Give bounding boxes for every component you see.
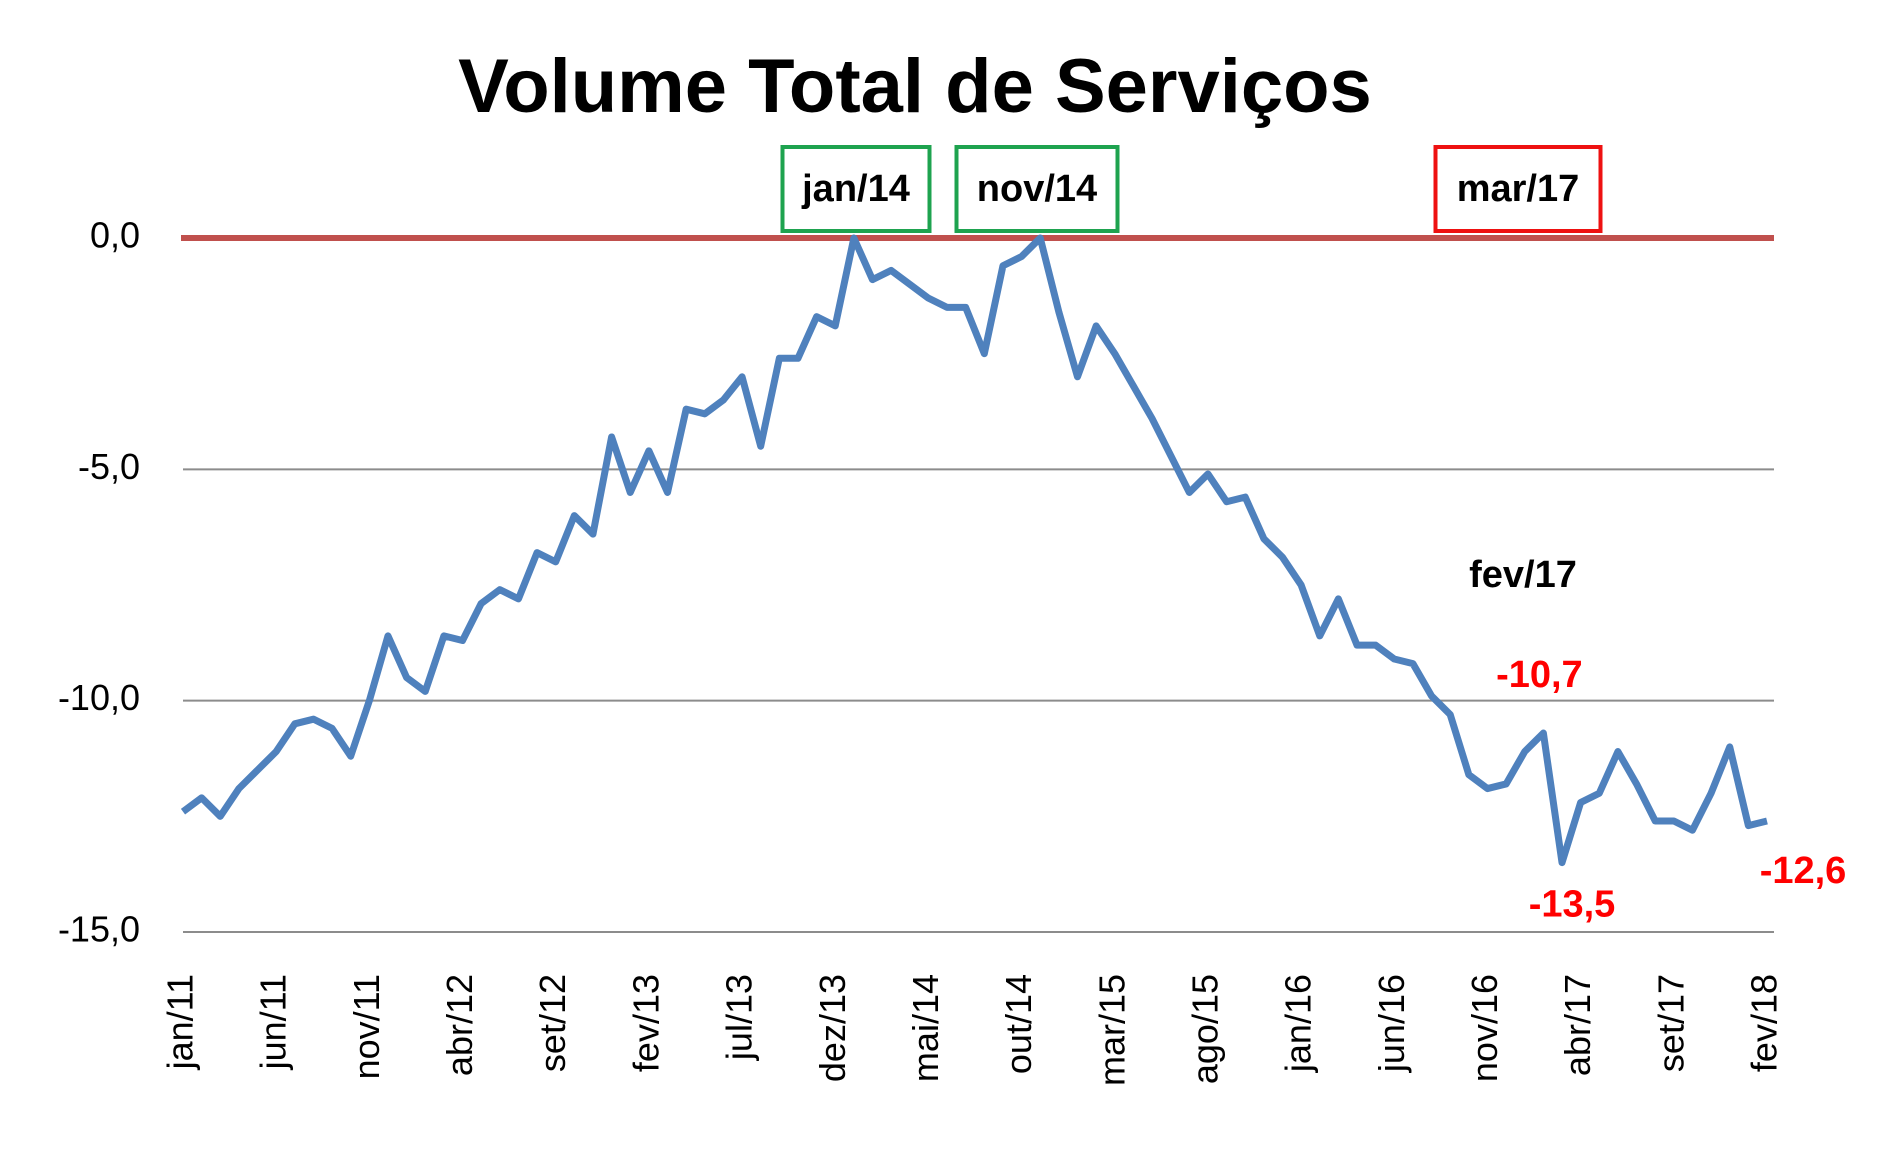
y-tick-label: -10,0: [58, 677, 140, 718]
y-tick-label: -15,0: [58, 909, 140, 950]
y-tick-label: 0,0: [90, 215, 140, 256]
x-tick-label: nov/11: [346, 974, 387, 1079]
x-tick-label: jul/13: [719, 974, 760, 1061]
data-label: -10,7: [1496, 654, 1583, 696]
annotation-box: [780, 145, 932, 233]
annotation: nov/14: [977, 168, 1097, 210]
data-label: -12,6: [1760, 850, 1847, 892]
x-tick-label: out/14: [998, 974, 1039, 1074]
annotation-box: [1433, 145, 1603, 233]
chart-title: Volume Total de Serviços: [458, 44, 1372, 129]
x-tick-label: abr/17: [1557, 974, 1598, 1076]
x-tick-label: mai/14: [905, 974, 946, 1082]
x-tick-label: abr/12: [439, 974, 480, 1076]
x-tick-label: mar/15: [1091, 974, 1132, 1086]
x-tick-label: set/17: [1650, 974, 1691, 1072]
annotation: jan/14: [801, 168, 910, 210]
x-tick-label: fev/13: [625, 974, 666, 1072]
annotation-box: [954, 145, 1120, 233]
y-tick-label: -5,0: [78, 446, 140, 487]
x-tick-label: set/12: [532, 974, 573, 1072]
annotation: mar/17: [1457, 168, 1580, 210]
x-tick-label: jun/16: [1371, 974, 1412, 1073]
annotation: fev/17: [1469, 554, 1577, 596]
x-tick-label: fev/18: [1744, 974, 1785, 1072]
x-tick-label: nov/16: [1464, 974, 1505, 1082]
x-tick-label: jun/11: [253, 974, 294, 1070]
x-tick-label: jan/11: [160, 974, 201, 1070]
data-line: [180, 234, 1768, 867]
x-tick-label: ago/15: [1184, 974, 1225, 1084]
data-label: -13,5: [1529, 884, 1616, 926]
x-tick-label: jan/16: [1278, 974, 1319, 1073]
x-tick-label: dez/13: [812, 974, 853, 1082]
